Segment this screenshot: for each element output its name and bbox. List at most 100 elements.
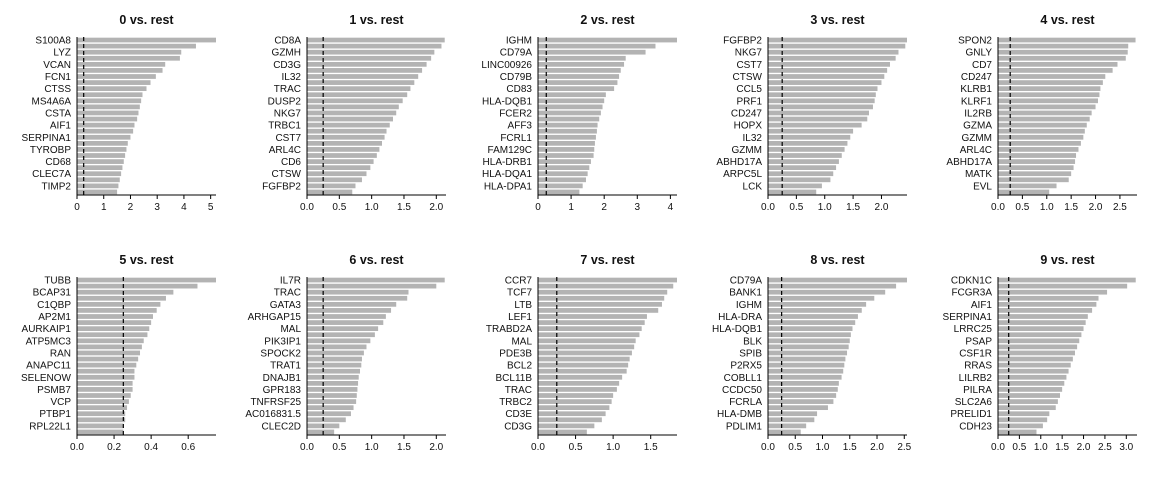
gene-label: PSAP xyxy=(965,336,992,347)
bar xyxy=(998,165,1074,171)
gene-label: HLA-DQB1 xyxy=(482,96,532,107)
bar xyxy=(538,140,595,146)
gene-label: FCRLA xyxy=(729,397,762,408)
gene-label: CTSW xyxy=(272,169,302,180)
bar xyxy=(998,374,1067,380)
bar xyxy=(998,189,1050,195)
gene-label: SERPINA1 xyxy=(943,312,993,323)
gene-label: HLA-DRA xyxy=(718,312,762,323)
bar xyxy=(768,153,842,158)
x-tick-label: 0.0 xyxy=(761,202,775,213)
gene-label: CD247 xyxy=(961,72,993,83)
bar xyxy=(538,61,625,67)
bar xyxy=(538,417,602,423)
gene-label: AC016831.5 xyxy=(245,409,301,420)
gene-label: CD3G xyxy=(504,421,532,432)
gene-label: LEF1 xyxy=(508,312,532,323)
bar xyxy=(768,301,867,307)
x-tick-label: 2.0 xyxy=(429,202,443,213)
bar xyxy=(768,98,875,104)
bar xyxy=(538,183,583,189)
bar xyxy=(998,61,1118,67)
bar xyxy=(538,153,594,158)
bar xyxy=(768,134,851,140)
x-tick-label: 0.5 xyxy=(569,442,583,453)
x-tick-label: 1.0 xyxy=(606,442,620,453)
gene-label: C1QBP xyxy=(37,300,71,311)
bar xyxy=(307,177,362,183)
bar xyxy=(77,74,156,79)
bar xyxy=(768,37,907,43)
gene-label: NKG7 xyxy=(274,108,302,119)
bar xyxy=(998,74,1106,79)
bar xyxy=(768,189,817,195)
bar xyxy=(307,98,403,104)
bar xyxy=(768,295,875,301)
bar xyxy=(538,295,665,301)
gene-label: CD7 xyxy=(972,60,992,71)
bar xyxy=(307,320,384,325)
bar xyxy=(307,289,409,295)
gene-label: LTB xyxy=(514,300,532,311)
bar xyxy=(538,134,596,140)
x-tick-label: 2.0 xyxy=(1089,202,1103,213)
bar xyxy=(77,37,216,43)
bar xyxy=(998,350,1075,356)
bar xyxy=(768,332,851,338)
x-tick-label: 1.0 xyxy=(365,442,379,453)
bar xyxy=(768,43,906,49)
bar xyxy=(538,405,610,411)
bar xyxy=(998,153,1077,158)
gene-label: MAL xyxy=(280,324,301,335)
gene-label: CD8A xyxy=(274,36,301,47)
bar xyxy=(768,92,876,98)
gene-label: AFF3 xyxy=(508,121,533,132)
gene-label: DNAJB1 xyxy=(263,373,302,384)
gene-label: GPR183 xyxy=(263,385,302,396)
bar xyxy=(768,277,907,283)
bar xyxy=(307,61,427,67)
gene-label: AURKAIP1 xyxy=(22,324,72,335)
x-tick-label: 1.5 xyxy=(397,202,411,213)
gene-label: FCER2 xyxy=(499,108,532,119)
gene-label: TNFRSF25 xyxy=(250,397,301,408)
x-tick-label: 1 xyxy=(568,202,574,213)
bar xyxy=(538,423,595,429)
panel-title: 6 vs. rest xyxy=(349,253,404,267)
bar xyxy=(77,128,134,134)
gene-label: ARPC5L xyxy=(723,169,762,180)
bar xyxy=(998,68,1113,73)
bar xyxy=(998,387,1063,392)
bar xyxy=(307,189,353,195)
bar xyxy=(77,314,153,319)
bar xyxy=(538,177,586,183)
x-tick-label: 1.0 xyxy=(818,202,832,213)
chart-panel-0: 0 vs. rest S100A8LYZVCANFCN1CTSSMS4A6ACST… xyxy=(22,13,216,213)
bar xyxy=(77,338,144,344)
gene-label: ABHD17A xyxy=(716,157,762,168)
bar xyxy=(768,147,845,152)
gene-label: CCDC50 xyxy=(722,385,762,396)
bar xyxy=(307,405,354,411)
bar xyxy=(307,110,397,116)
bar xyxy=(77,350,141,356)
gene-label: IGHM xyxy=(506,36,532,47)
bar xyxy=(998,277,1136,283)
bar xyxy=(307,49,435,55)
bar xyxy=(77,140,128,146)
bar xyxy=(307,350,364,356)
bar xyxy=(998,140,1081,146)
bar xyxy=(998,55,1126,61)
bar xyxy=(77,332,148,338)
bar xyxy=(768,49,899,55)
gene-label: CD68 xyxy=(45,157,71,168)
gene-label: BANK1 xyxy=(729,288,762,299)
bar xyxy=(538,110,601,116)
gene-label: FAM129C xyxy=(488,145,532,156)
bar xyxy=(998,177,1069,183)
bar xyxy=(77,277,216,283)
bar xyxy=(998,49,1128,55)
bar xyxy=(998,183,1057,189)
gene-label: PDE3B xyxy=(499,348,532,359)
gene-label: HLA-DQB1 xyxy=(712,324,762,335)
